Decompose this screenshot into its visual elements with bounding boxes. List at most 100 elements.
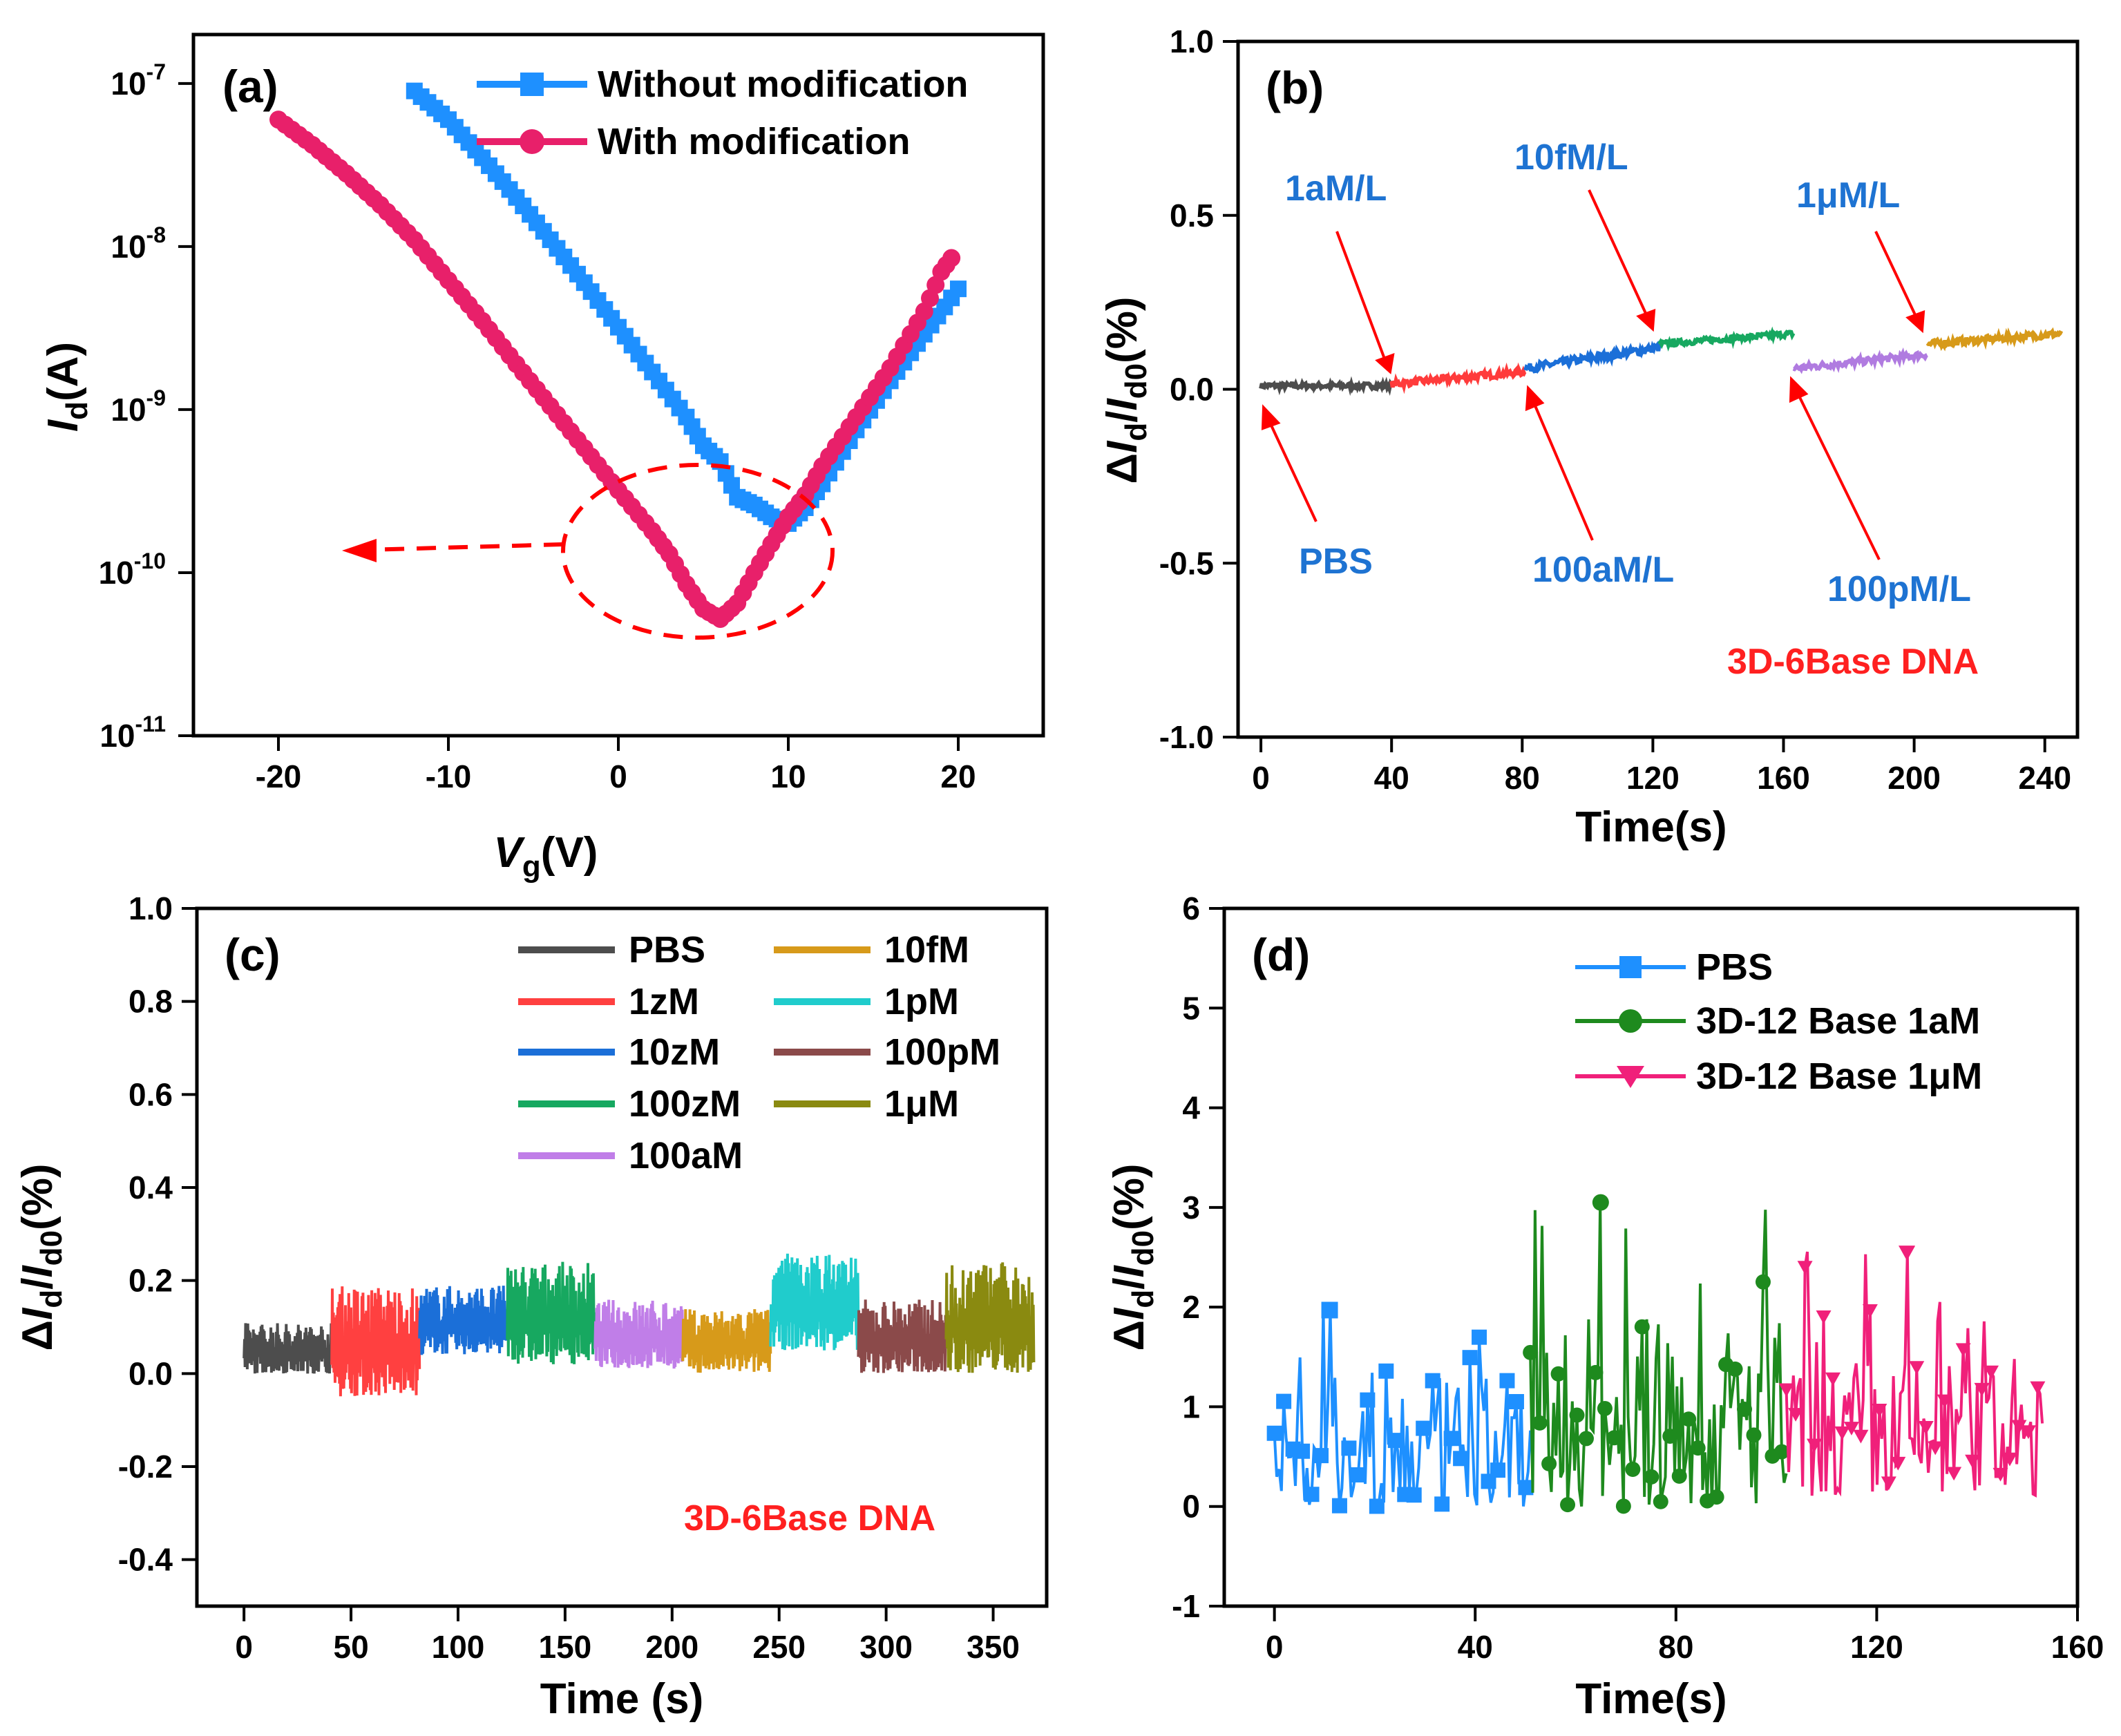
- data-point: [1671, 1468, 1687, 1484]
- data-point: [1462, 1350, 1478, 1366]
- data-point: [1434, 1496, 1450, 1512]
- data-point: [1266, 1425, 1282, 1441]
- data-point: [1341, 1440, 1357, 1456]
- data-point: [1825, 1372, 1841, 1386]
- legend-c-pbs: PBS: [629, 929, 705, 971]
- y-tick-label: 0.0: [129, 1355, 173, 1391]
- data-point: [1360, 1392, 1376, 1408]
- data-point: [1899, 1246, 1915, 1261]
- x-tick-label: 160: [1757, 760, 1810, 796]
- data-point: [1797, 1261, 1813, 1275]
- y-tick-label: 10-10: [99, 549, 166, 591]
- panel-c-legend: PBS 1zM 10zM 100zM 100aM 10fM 1pM 100pM …: [518, 929, 1000, 1176]
- series-line: [769, 1253, 860, 1351]
- data-point: [1615, 1498, 1631, 1514]
- data-point: [1592, 1194, 1609, 1211]
- x-tick-label: 40: [1458, 1629, 1493, 1665]
- series-line: [1792, 347, 1928, 374]
- data-point: [1350, 1467, 1366, 1482]
- y-tick-label: 0.2: [129, 1263, 173, 1299]
- data-point: [1653, 1494, 1668, 1509]
- y-tick-label: 0.0: [1170, 372, 1214, 408]
- series-line: [1389, 362, 1527, 394]
- data-point: [1569, 1407, 1585, 1423]
- x-tick-label: 160: [2051, 1629, 2104, 1665]
- x-tick-label: 80: [1505, 760, 1540, 796]
- series-line: [330, 1286, 421, 1397]
- data-point: [1918, 1420, 1934, 1435]
- series-line: [506, 1261, 597, 1364]
- x-tick-label: 20: [940, 759, 976, 794]
- data-point: [1862, 1304, 1878, 1318]
- series-line: [1657, 326, 1796, 352]
- arrow-head-icon: [342, 539, 377, 562]
- y-tick-label: 0.5: [1170, 198, 1214, 233]
- y-tick-label: -0.5: [1159, 545, 1214, 581]
- panel-b-note: 3D-6Base DNA: [1727, 642, 1979, 682]
- data-point: [1955, 1343, 1971, 1357]
- series-line: [418, 1286, 509, 1355]
- panel-c-note: 3D-6Base DNA: [684, 1498, 935, 1538]
- panel-a-legend: Without modification With modification: [477, 64, 968, 162]
- x-tick-label: -20: [256, 759, 301, 794]
- data-point: [1843, 1422, 1859, 1435]
- annot-100am: 100aM/L: [1532, 550, 1674, 590]
- legend-label-without: Without modification: [598, 64, 968, 105]
- x-tick-label: 200: [1887, 760, 1941, 796]
- legend-c-10fm: 10fM: [884, 929, 969, 971]
- panel-c-xlabel: Time (s): [540, 1675, 704, 1723]
- x-tick-label: 200: [645, 1629, 698, 1665]
- legend-c-10zm: 10zM: [629, 1031, 720, 1073]
- legend-c-100am: 100aM: [629, 1135, 743, 1176]
- data-point: [1369, 1498, 1385, 1514]
- x-tick-label: 120: [1626, 760, 1680, 796]
- min-region-arrow: [365, 542, 564, 552]
- data-point: [1890, 1456, 1906, 1471]
- x-tick-label: -10: [426, 759, 471, 794]
- panel-d-label: (d): [1252, 929, 1310, 980]
- data-point: [2020, 1425, 2036, 1440]
- legend-c-100zm: 100zM: [629, 1083, 741, 1125]
- y-tick-label: -0.2: [118, 1449, 173, 1485]
- x-tick-label: 80: [1658, 1629, 1693, 1665]
- y-tick-label: 3: [1182, 1190, 1200, 1225]
- data-point: [1727, 1361, 1743, 1377]
- y-tick-label: 1.0: [129, 890, 173, 926]
- data-point: [1746, 1427, 1762, 1443]
- y-tick-label: -1.0: [1159, 719, 1214, 755]
- panel-d-xlabel: Time(s): [1575, 1675, 1727, 1723]
- panel-a-xlabel: Vg(V): [494, 829, 598, 884]
- annot-pbs: PBS: [1299, 542, 1373, 582]
- panel-a-ylabel: Id(A): [39, 342, 94, 432]
- x-tick-label: 0: [609, 759, 627, 794]
- x-tick-label: 40: [1374, 760, 1409, 796]
- data-point: [1331, 1498, 1347, 1514]
- x-tick-label: 240: [2018, 760, 2071, 796]
- x-tick-label: 150: [539, 1629, 592, 1665]
- data-point: [1416, 1420, 1432, 1436]
- data-point: [1937, 1394, 1952, 1409]
- panel-b-label: (b): [1266, 62, 1324, 113]
- annot-1am: 1aM/L: [1285, 169, 1387, 209]
- data-point: [1755, 1274, 1771, 1290]
- data-point: [1425, 1373, 1440, 1389]
- y-tick-label: 0.8: [129, 984, 173, 1020]
- data-point: [1313, 1448, 1329, 1464]
- y-tick-label: -1: [1172, 1588, 1200, 1624]
- x-tick-label: 50: [333, 1629, 368, 1665]
- data-point: [1946, 1467, 1962, 1481]
- series-line: [1523, 340, 1662, 374]
- data-point: [1662, 1429, 1678, 1444]
- data-point: [1737, 1402, 1753, 1418]
- y-tick-label: 0: [1182, 1489, 1200, 1525]
- annot-100pm: 100pM/L: [1827, 569, 1971, 609]
- x-tick-label: 100: [432, 1629, 485, 1665]
- data-point: [1490, 1462, 1505, 1478]
- y-tick-label: 10-7: [111, 59, 166, 102]
- data-point: [1578, 1431, 1594, 1447]
- panel-a: -20 -10 0 10 20 10-11 10-10 10-9 10-8 10-7 (a) Wi…: [39, 32, 1045, 884]
- series-line: [1259, 376, 1394, 397]
- x-tick-label: 0: [1266, 1629, 1284, 1665]
- legend-marker-circle: [1619, 1009, 1642, 1033]
